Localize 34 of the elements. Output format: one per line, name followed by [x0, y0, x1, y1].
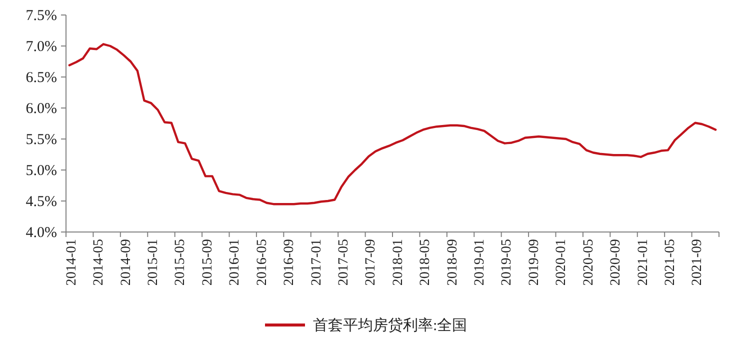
y-tick-label: 6.0%: [26, 101, 57, 117]
x-tick-label: 2017-05: [336, 239, 352, 286]
y-tick-label: 7.0%: [26, 39, 57, 55]
y-tick-label: 4.5%: [26, 194, 57, 210]
line-series: [68, 43, 717, 206]
y-tick-label: 5.5%: [26, 132, 57, 148]
x-tick-label: 2020-09: [608, 239, 624, 286]
x-tick-label: 2019-01: [472, 239, 488, 286]
x-tick-label: 2014-01: [64, 239, 80, 286]
x-tick-label: 2015-05: [173, 239, 188, 286]
x-tick-label: 2020-05: [581, 239, 596, 286]
x-tick-label: 2017-01: [309, 239, 324, 286]
x-tick-label: 2016-05: [254, 239, 270, 286]
x-tick-label: 2015-01: [146, 239, 162, 286]
x-tick-label: 2016-01: [228, 239, 243, 286]
x-tick-label: 2018-05: [418, 239, 434, 286]
x-tick-label: 2014-09: [118, 239, 134, 286]
x-tick-label: 2021-09: [690, 239, 706, 286]
x-tick-label: 2021-05: [662, 239, 678, 286]
x-tick-label: 2021-01: [636, 239, 651, 286]
y-tick-label: 4.0%: [26, 225, 57, 241]
y-tick-label: 7.5%: [26, 8, 57, 24]
x-tick-label: 2018-01: [390, 239, 406, 286]
x-tick-label: 2017-09: [364, 239, 379, 286]
x-tick-label: 2016-09: [282, 239, 298, 286]
x-tick-label: 2018-09: [445, 239, 460, 286]
y-tick-label: 6.5%: [26, 70, 57, 86]
x-tick-label: 2019-09: [526, 239, 542, 286]
y-tick-label: 5.0%: [26, 163, 57, 179]
legend-label: 首套平均房贷利率:全国: [313, 317, 468, 334]
x-tick-label: 2015-09: [200, 239, 216, 286]
x-tick-label: 2020-01: [554, 239, 570, 286]
x-tick-label: 2019-05: [500, 239, 515, 286]
x-tick-label: 2014-05: [92, 239, 107, 286]
